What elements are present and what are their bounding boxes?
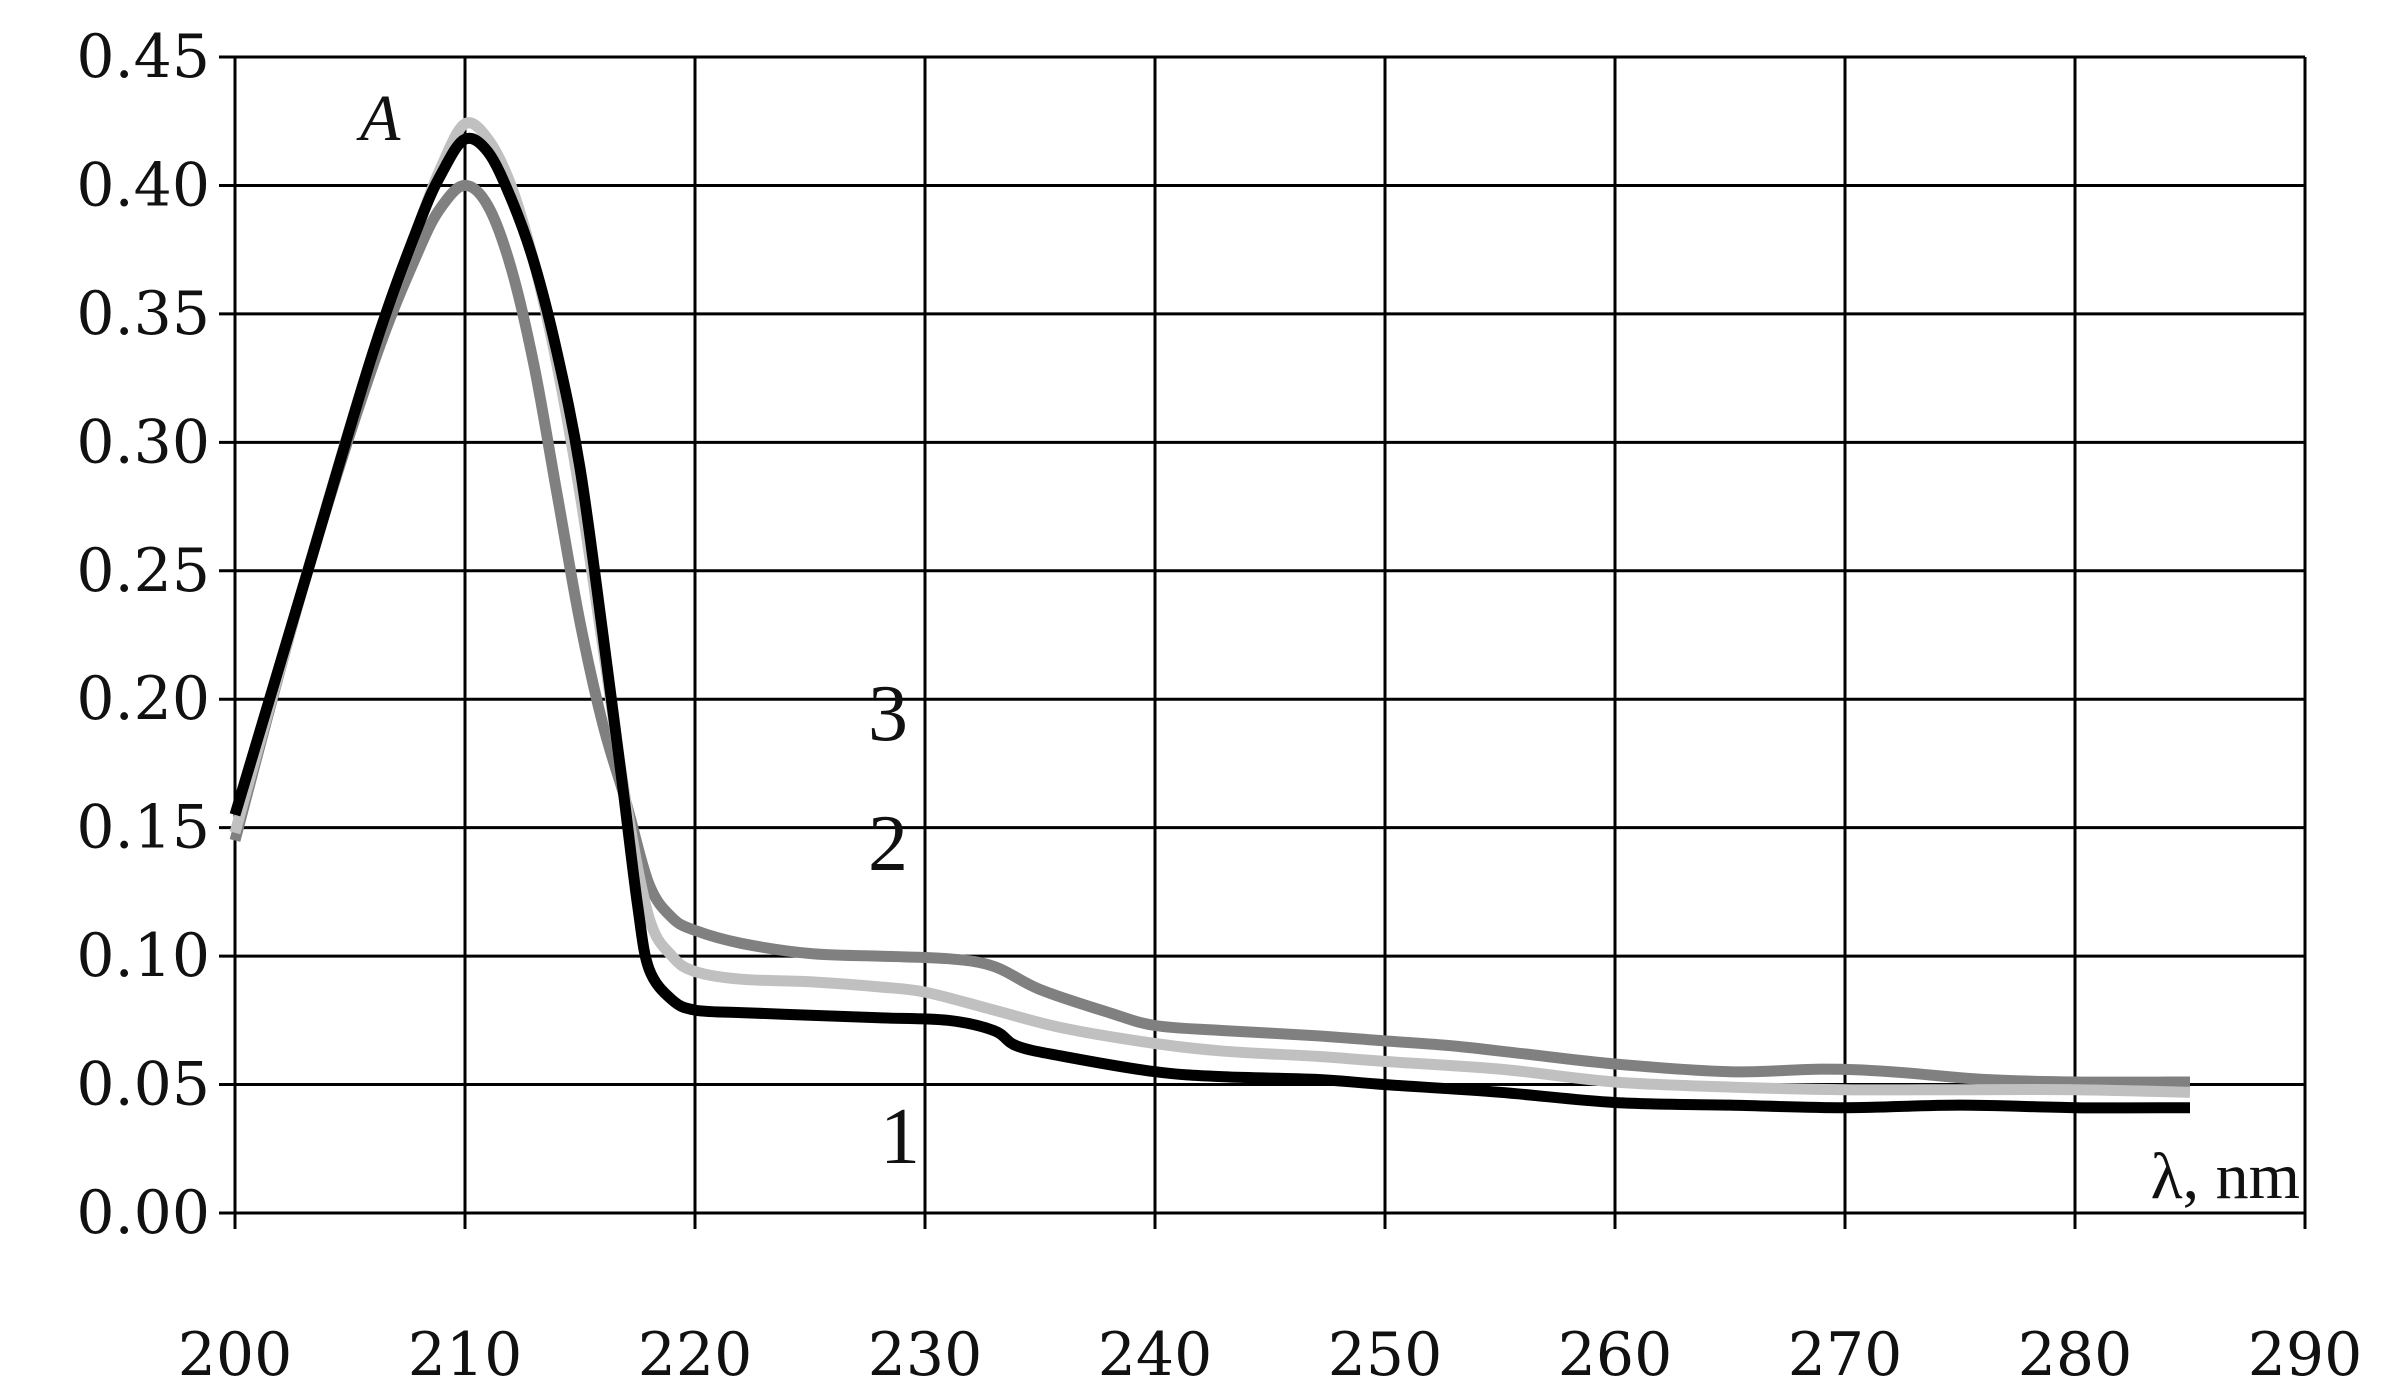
y-tick-label: 0.35 xyxy=(76,279,210,349)
x-tick-label: 270 xyxy=(1788,1320,1903,1390)
curve-label-2: 2 xyxy=(868,800,908,888)
curve-label-1: 1 xyxy=(880,1093,920,1181)
grid xyxy=(219,55,2307,1229)
y-tick-label: 0.40 xyxy=(76,150,210,220)
x-tick-label: 220 xyxy=(638,1320,753,1390)
y-tick-label: 0.00 xyxy=(76,1178,210,1248)
y-tick-label: 0.15 xyxy=(76,793,210,863)
x-tick-label: 230 xyxy=(868,1320,983,1390)
y-axis-label: A xyxy=(356,82,401,155)
y-tick-label: 0.10 xyxy=(76,921,210,991)
y-tick-label: 0.30 xyxy=(76,407,210,477)
x-tick-label: 210 xyxy=(408,1320,523,1390)
x-tick-label: 200 xyxy=(178,1320,293,1390)
curve-label-3: 3 xyxy=(868,670,908,758)
x-tick-label: 290 xyxy=(2248,1320,2363,1390)
x-tick-label: 250 xyxy=(1328,1320,1443,1390)
series-line-1 xyxy=(229,132,2191,1114)
y-tick-label: 0.45 xyxy=(76,22,210,92)
x-tick-label: 240 xyxy=(1098,1320,1213,1390)
y-tick-label: 0.20 xyxy=(76,664,210,734)
series-line-2 xyxy=(229,117,2191,1098)
x-axis-label: λ, nm xyxy=(2151,1140,2300,1213)
series-line-3 xyxy=(229,179,2191,1088)
x-tick-label: 280 xyxy=(2018,1320,2133,1390)
x-tick-label: 260 xyxy=(1558,1320,1673,1390)
chart-labels: A λ, nm 3 2 1 xyxy=(356,82,2300,1213)
series-layer xyxy=(229,117,2191,1114)
tick-labels: 200 210 220 230 240 250 260 270 280 290 0.00 0.05 0.… xyxy=(76,22,2362,1390)
y-tick-label: 0.05 xyxy=(76,1050,210,1120)
y-tick-label: 0.25 xyxy=(76,536,210,606)
